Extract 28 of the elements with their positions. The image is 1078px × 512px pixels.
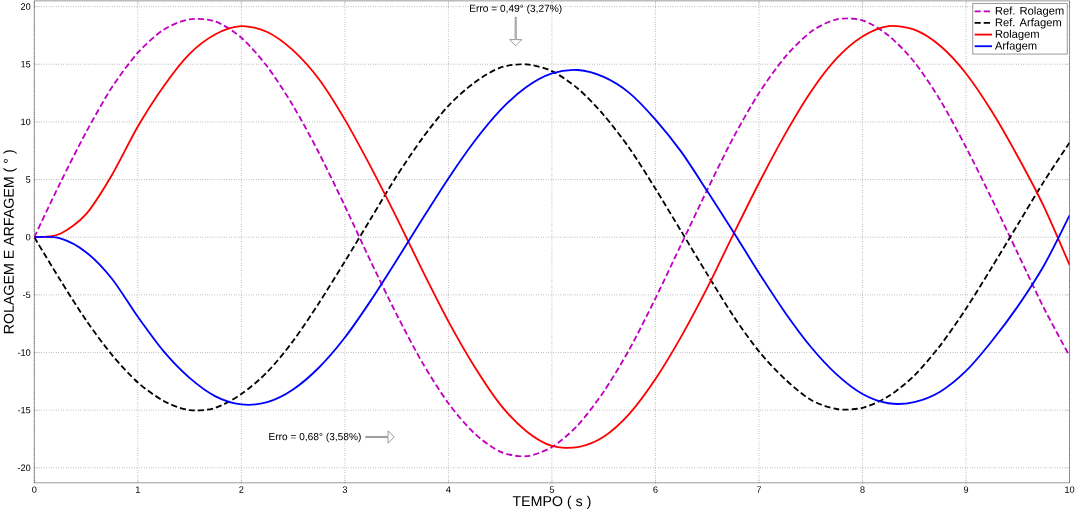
x-tick-label: 5 [549, 486, 555, 493]
x-tick-label: 6 [653, 486, 658, 493]
y-tick-label: -15 [17, 406, 31, 414]
y-tick-label: -20 [17, 464, 31, 471]
y-tick-label: 0 [25, 233, 31, 241]
x-tick-label: 1 [135, 486, 140, 493]
y-tick-label: 15 [21, 60, 31, 68]
annotation: Erro = 0,68° (3,58%) [269, 432, 361, 442]
y-tick-label: -10 [17, 349, 31, 356]
x-tick-label: 4 [446, 486, 451, 493]
legend-label: Rolagem [995, 29, 1039, 40]
x-tick-label: 0 [32, 486, 37, 493]
y-tick-label: 10 [21, 118, 31, 125]
x-tick-label: 10 [1065, 486, 1075, 493]
x-tick-label: 3 [342, 486, 348, 493]
x-tick-label: 7 [756, 486, 762, 493]
legend-label: Ref. Arfagem [995, 17, 1061, 29]
y-tick-label: 5 [26, 176, 31, 183]
x-tick-label: 2 [239, 486, 244, 493]
x-tick-label: 8 [860, 486, 865, 493]
annotation: Erro = 0,49° (3,27%) [470, 4, 562, 14]
y-axis-title: ROLAGEM E ARFAGEM ( ° ) [3, 150, 17, 333]
x-tick-label: 9 [963, 486, 969, 493]
x-axis-title: TEMPO ( s ) [512, 495, 591, 509]
legend-label: Arfagem [994, 41, 1037, 52]
legend-label: Ref. Rolagem [995, 6, 1064, 17]
y-tick-label: 20 [21, 3, 31, 10]
y-tick-label: -5 [23, 291, 31, 298]
